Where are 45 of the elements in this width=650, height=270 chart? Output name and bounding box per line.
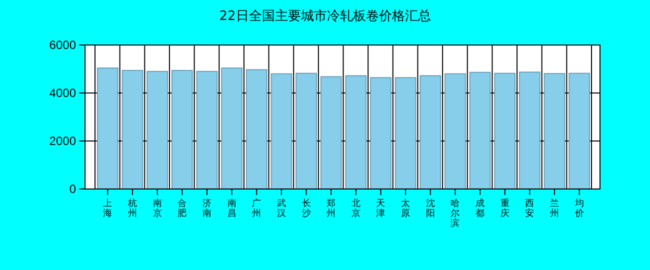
x-tick-label: 均价: [574, 198, 584, 219]
bar: [146, 70, 168, 190]
x-tick-label: 重庆: [500, 198, 510, 219]
bar: [196, 70, 218, 190]
bar: [246, 69, 268, 190]
x-tick-label: 合肥: [178, 198, 187, 219]
bar: [494, 72, 516, 190]
chart-title: 22日全国主要城市冷轧板卷价格汇总: [219, 8, 431, 24]
bar: [171, 70, 193, 190]
y-tick-label: 2000: [49, 134, 76, 148]
x-tick-label: 成都: [476, 198, 485, 219]
x-tick-label: 武汉: [276, 198, 286, 219]
y-tick-label: 4000: [49, 86, 76, 100]
bar: [270, 73, 292, 190]
x-tick-label: 太原: [401, 198, 410, 219]
x-tick-label: 郑州: [326, 198, 336, 219]
y-tick-label: 0: [69, 182, 76, 196]
x-tick-label: 天津: [376, 198, 386, 219]
x-tick-label: 西安: [525, 199, 534, 219]
x-tick-label: 上海: [103, 198, 112, 219]
x-tick-label: 南昌: [227, 198, 236, 219]
x-tick-label: 兰州: [550, 198, 560, 219]
bar: [345, 75, 367, 190]
bar: [370, 77, 392, 190]
bar: [544, 73, 566, 190]
bar: [444, 73, 466, 190]
x-tick-label: 广州: [252, 198, 262, 219]
x-tick-label: 北京: [351, 198, 360, 219]
x-tick-label: 哈尔滨: [450, 198, 460, 229]
bar: [519, 72, 540, 190]
bar: [221, 68, 242, 190]
bar: [96, 68, 118, 190]
x-tick-label: 济南: [202, 198, 212, 219]
x-tick-label: 长沙: [302, 198, 311, 219]
bar: [122, 70, 144, 190]
x-tick-label: 杭州: [126, 198, 137, 219]
bar: [296, 72, 317, 190]
bar: [420, 75, 442, 190]
x-tick-label: 沈阳: [426, 198, 435, 219]
bar: [469, 72, 491, 190]
bar: [568, 72, 590, 190]
x-tick-label: 南京: [152, 198, 162, 219]
bar: [394, 77, 416, 190]
y-tick-label: 6000: [49, 38, 76, 52]
bar: [320, 76, 342, 190]
